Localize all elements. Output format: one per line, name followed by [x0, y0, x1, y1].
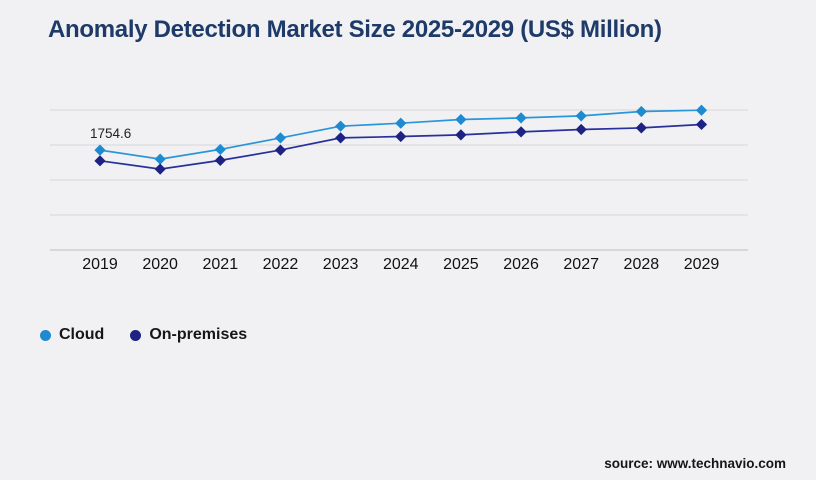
data-point-on-premises-2020[interactable]	[154, 163, 166, 175]
data-point-on-premises-2025[interactable]	[455, 129, 467, 141]
x-axis-label-2022: 2022	[263, 256, 299, 273]
legend-label-cloud: Cloud	[59, 326, 105, 343]
chart-legend: Cloud On-premises	[40, 326, 247, 344]
cloud-series-dot-icon	[40, 329, 51, 341]
data-point-on-premises-2027[interactable]	[575, 123, 587, 136]
legend-item-cloud[interactable]: Cloud	[40, 326, 104, 344]
data-point-on-premises-2022[interactable]	[274, 144, 287, 156]
x-axis-label-2025: 2025	[443, 256, 479, 273]
on-premises-series-dot-icon	[130, 329, 142, 341]
data-point-on-premises-2024[interactable]	[395, 130, 407, 143]
x-axis-label-2021: 2021	[203, 256, 239, 273]
data-point-cloud-2021[interactable]	[214, 143, 226, 156]
x-axis-label-2023: 2023	[323, 256, 359, 273]
data-point-cloud-2028[interactable]	[635, 105, 647, 118]
x-axis-label-2026: 2026	[503, 256, 539, 273]
x-axis-label-2027: 2027	[563, 256, 599, 273]
source-attribution: source: www.technavio.com	[604, 456, 786, 471]
data-point-cloud-2029[interactable]	[695, 104, 708, 116]
data-point-cloud-2020[interactable]	[154, 153, 166, 165]
data-point-on-premises-2029[interactable]	[695, 118, 708, 131]
legend-item-on-premises[interactable]: On-premises	[130, 326, 247, 344]
legend-label-on-premises: On-premises	[149, 326, 248, 343]
data-point-cloud-2022[interactable]	[274, 132, 287, 144]
data-point-cloud-2023[interactable]	[335, 120, 347, 132]
data-point-on-premises-2021[interactable]	[214, 154, 226, 167]
data-point-on-premises-2026[interactable]	[515, 126, 527, 138]
x-axis-label-2024: 2024	[383, 256, 419, 273]
data-point-cloud-2027[interactable]	[575, 110, 587, 122]
data-label: 1754.6	[90, 126, 131, 141]
data-point-cloud-2019[interactable]	[94, 144, 106, 156]
x-axis-label-2029: 2029	[684, 256, 720, 273]
x-axis-label-2020: 2020	[142, 256, 178, 273]
data-point-cloud-2024[interactable]	[395, 117, 407, 129]
chart-title: Anomaly Detection Market Size 2025-2029 …	[48, 16, 662, 43]
data-point-cloud-2026[interactable]	[515, 112, 527, 124]
data-point-on-premises-2028[interactable]	[635, 122, 647, 134]
data-point-cloud-2025[interactable]	[455, 113, 467, 126]
x-axis-label-2019: 2019	[82, 256, 118, 273]
data-point-on-premises-2023[interactable]	[335, 132, 347, 144]
data-point-on-premises-2019[interactable]	[94, 155, 106, 167]
x-axis-label-2028: 2028	[624, 256, 660, 273]
